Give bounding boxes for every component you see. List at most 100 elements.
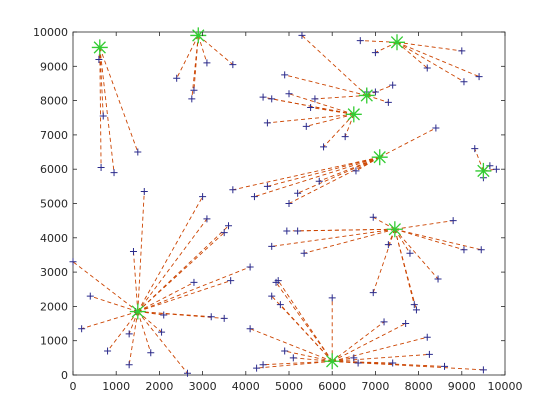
data-point — [434, 275, 442, 283]
data-point — [479, 366, 487, 374]
cluster-link — [394, 220, 454, 230]
y-tick-label: 4000 — [40, 232, 68, 245]
data-point — [294, 227, 302, 235]
data-point — [384, 241, 392, 249]
data-point — [250, 193, 258, 201]
cluster-link — [396, 41, 462, 52]
data-point — [285, 90, 293, 98]
data-point — [389, 359, 397, 367]
data-point — [263, 182, 271, 190]
cluster-link — [90, 295, 138, 312]
cluster-link — [256, 360, 333, 369]
cluster-link — [366, 84, 393, 96]
data-point — [220, 229, 228, 237]
data-point — [69, 258, 77, 266]
data-point — [492, 165, 500, 173]
cluster-center — [371, 149, 388, 166]
data-point — [95, 55, 103, 63]
data-point — [302, 122, 310, 130]
data-point — [389, 81, 397, 89]
y-tick-label: 8000 — [40, 95, 68, 108]
data-point — [477, 246, 485, 254]
data-point — [285, 200, 293, 207]
x-tick-label: 7000 — [361, 380, 389, 393]
cluster-center — [345, 106, 362, 123]
plot-area: 0 1000 2000 3000 4000 5000 6000 7000 8000 9000 100… — [33, 26, 523, 393]
data-points-layer — [69, 31, 500, 377]
y-tick-label: 3000 — [40, 266, 68, 279]
data-point — [183, 369, 191, 377]
cluster-link — [99, 47, 104, 117]
data-point — [425, 350, 433, 358]
cluster-link — [394, 228, 465, 251]
cluster-link — [394, 228, 482, 251]
data-point — [220, 314, 228, 322]
cluster-link — [254, 156, 380, 198]
data-point — [134, 148, 142, 156]
data-point — [352, 167, 360, 175]
cluster-link — [355, 156, 380, 172]
data-point — [281, 347, 289, 355]
cluster-link — [128, 311, 139, 335]
data-point — [276, 301, 284, 309]
x-tick-label: 0 — [70, 380, 77, 393]
cluster-link — [267, 113, 354, 124]
cluster-link — [288, 156, 380, 204]
cluster-link — [137, 266, 251, 312]
data-point — [315, 177, 323, 185]
data-point — [356, 37, 364, 45]
cluster-link — [137, 191, 145, 312]
y-tick-label: 2000 — [40, 300, 68, 313]
data-point — [225, 222, 233, 230]
cluster-link — [197, 35, 208, 64]
data-point — [341, 133, 349, 141]
data-point — [199, 193, 207, 201]
data-point — [449, 217, 457, 225]
data-point — [104, 347, 112, 355]
data-point — [380, 318, 388, 326]
cluster-link — [310, 107, 354, 115]
cluster-link — [275, 282, 333, 362]
cluster-link — [249, 328, 333, 362]
y-tick-label: 9000 — [40, 60, 68, 73]
cluster-link — [267, 156, 380, 187]
data-point — [300, 249, 308, 257]
data-point — [410, 301, 418, 309]
data-point — [147, 349, 155, 357]
cluster-center — [190, 27, 207, 44]
x-tick-label: 3000 — [189, 380, 217, 393]
cluster-link — [277, 280, 333, 362]
cluster-link — [137, 196, 203, 312]
data-point — [229, 61, 237, 69]
cluster-link — [297, 156, 380, 194]
y-tick-label: 1000 — [40, 335, 68, 348]
data-point — [384, 98, 392, 106]
data-point — [268, 95, 276, 103]
y-tick-label: 10000 — [33, 26, 68, 39]
data-point — [475, 73, 483, 81]
data-point — [369, 289, 377, 297]
x-tick-label: 9000 — [448, 380, 476, 393]
cluster-link — [288, 93, 354, 115]
cluster-center — [91, 39, 108, 56]
cluster-link — [280, 304, 333, 362]
cluster-link — [379, 127, 437, 158]
cluster-link — [284, 74, 367, 96]
data-point — [227, 277, 235, 285]
cluster-link — [297, 228, 395, 232]
cluster-link — [99, 47, 102, 168]
cluster-link — [137, 232, 225, 312]
cluster-center — [358, 87, 375, 104]
cluster-link — [394, 228, 411, 254]
x-tick-label: 6000 — [318, 380, 346, 393]
y-tick-label: 5000 — [40, 198, 68, 211]
data-point — [263, 119, 271, 127]
data-point — [203, 215, 211, 223]
cluster-link — [99, 47, 139, 153]
data-point — [350, 354, 358, 362]
data-point — [229, 186, 237, 194]
y-tick-label: 0 — [61, 369, 68, 382]
data-point — [110, 169, 118, 177]
cluster-link — [332, 360, 445, 367]
data-point — [160, 311, 168, 319]
